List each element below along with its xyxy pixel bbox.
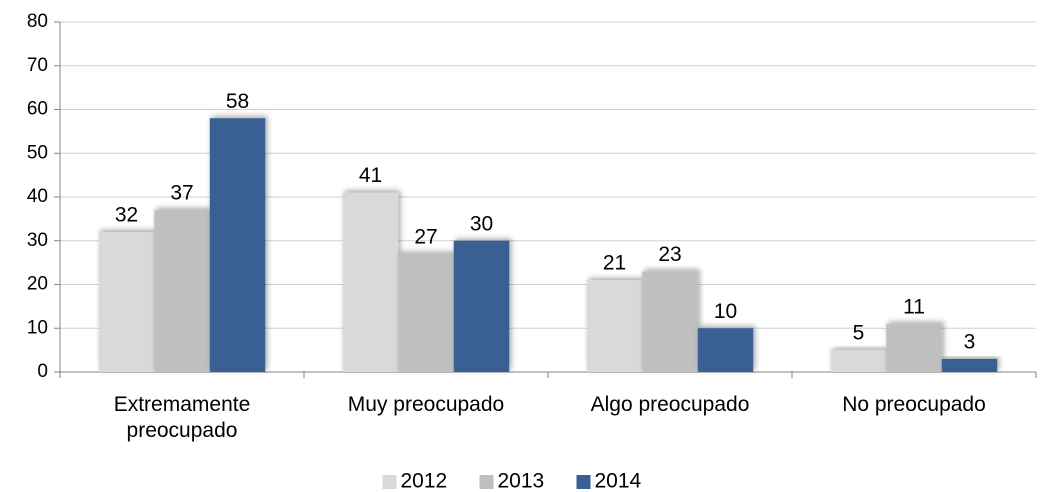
- legend-label: 2014: [595, 470, 642, 492]
- value-label: 41: [359, 164, 382, 187]
- bar: [697, 328, 754, 372]
- value-label: 5: [853, 322, 865, 345]
- value-label: 37: [170, 182, 193, 205]
- bar: [453, 240, 510, 372]
- y-tick-label: 80: [27, 11, 48, 32]
- value-label: 21: [603, 252, 626, 275]
- bar: [642, 271, 698, 372]
- bar: [586, 280, 643, 372]
- bar: [886, 323, 942, 372]
- bar: [154, 210, 210, 372]
- value-label: 23: [658, 243, 681, 266]
- value-label: 58: [226, 90, 249, 113]
- value-label: 10: [714, 300, 737, 323]
- value-label: 11: [903, 295, 925, 318]
- y-tick-label: 50: [27, 142, 48, 163]
- bar: [398, 253, 454, 372]
- legend-swatch: [479, 475, 494, 489]
- y-tick-label: 10: [27, 317, 48, 338]
- value-label: 27: [414, 225, 437, 248]
- y-tick-label: 30: [27, 230, 48, 251]
- value-label: 3: [964, 330, 976, 353]
- y-tick-label: 60: [27, 99, 48, 120]
- y-tick-label: 0: [37, 361, 48, 382]
- x-tick-label: Extremamente preocupado: [113, 393, 251, 442]
- legend-label: 2013: [498, 470, 545, 492]
- legend-label: 2012: [401, 470, 448, 492]
- bar: [941, 358, 998, 372]
- bar: [342, 192, 399, 372]
- value-label: 30: [470, 212, 493, 235]
- bar: [830, 350, 887, 372]
- x-tick-label: No preocupado: [842, 393, 986, 416]
- legend-swatch: [382, 475, 397, 489]
- legend-swatch: [576, 475, 591, 489]
- y-tick-label: 40: [27, 186, 48, 207]
- bar: [98, 232, 155, 372]
- y-tick-label: 20: [27, 274, 48, 295]
- bar: [209, 118, 266, 372]
- y-tick-label: 70: [27, 55, 48, 76]
- x-tick-label: Algo preocupado: [590, 393, 750, 416]
- x-tick-label: Muy preocupado: [347, 393, 505, 416]
- value-label: 32: [115, 204, 138, 227]
